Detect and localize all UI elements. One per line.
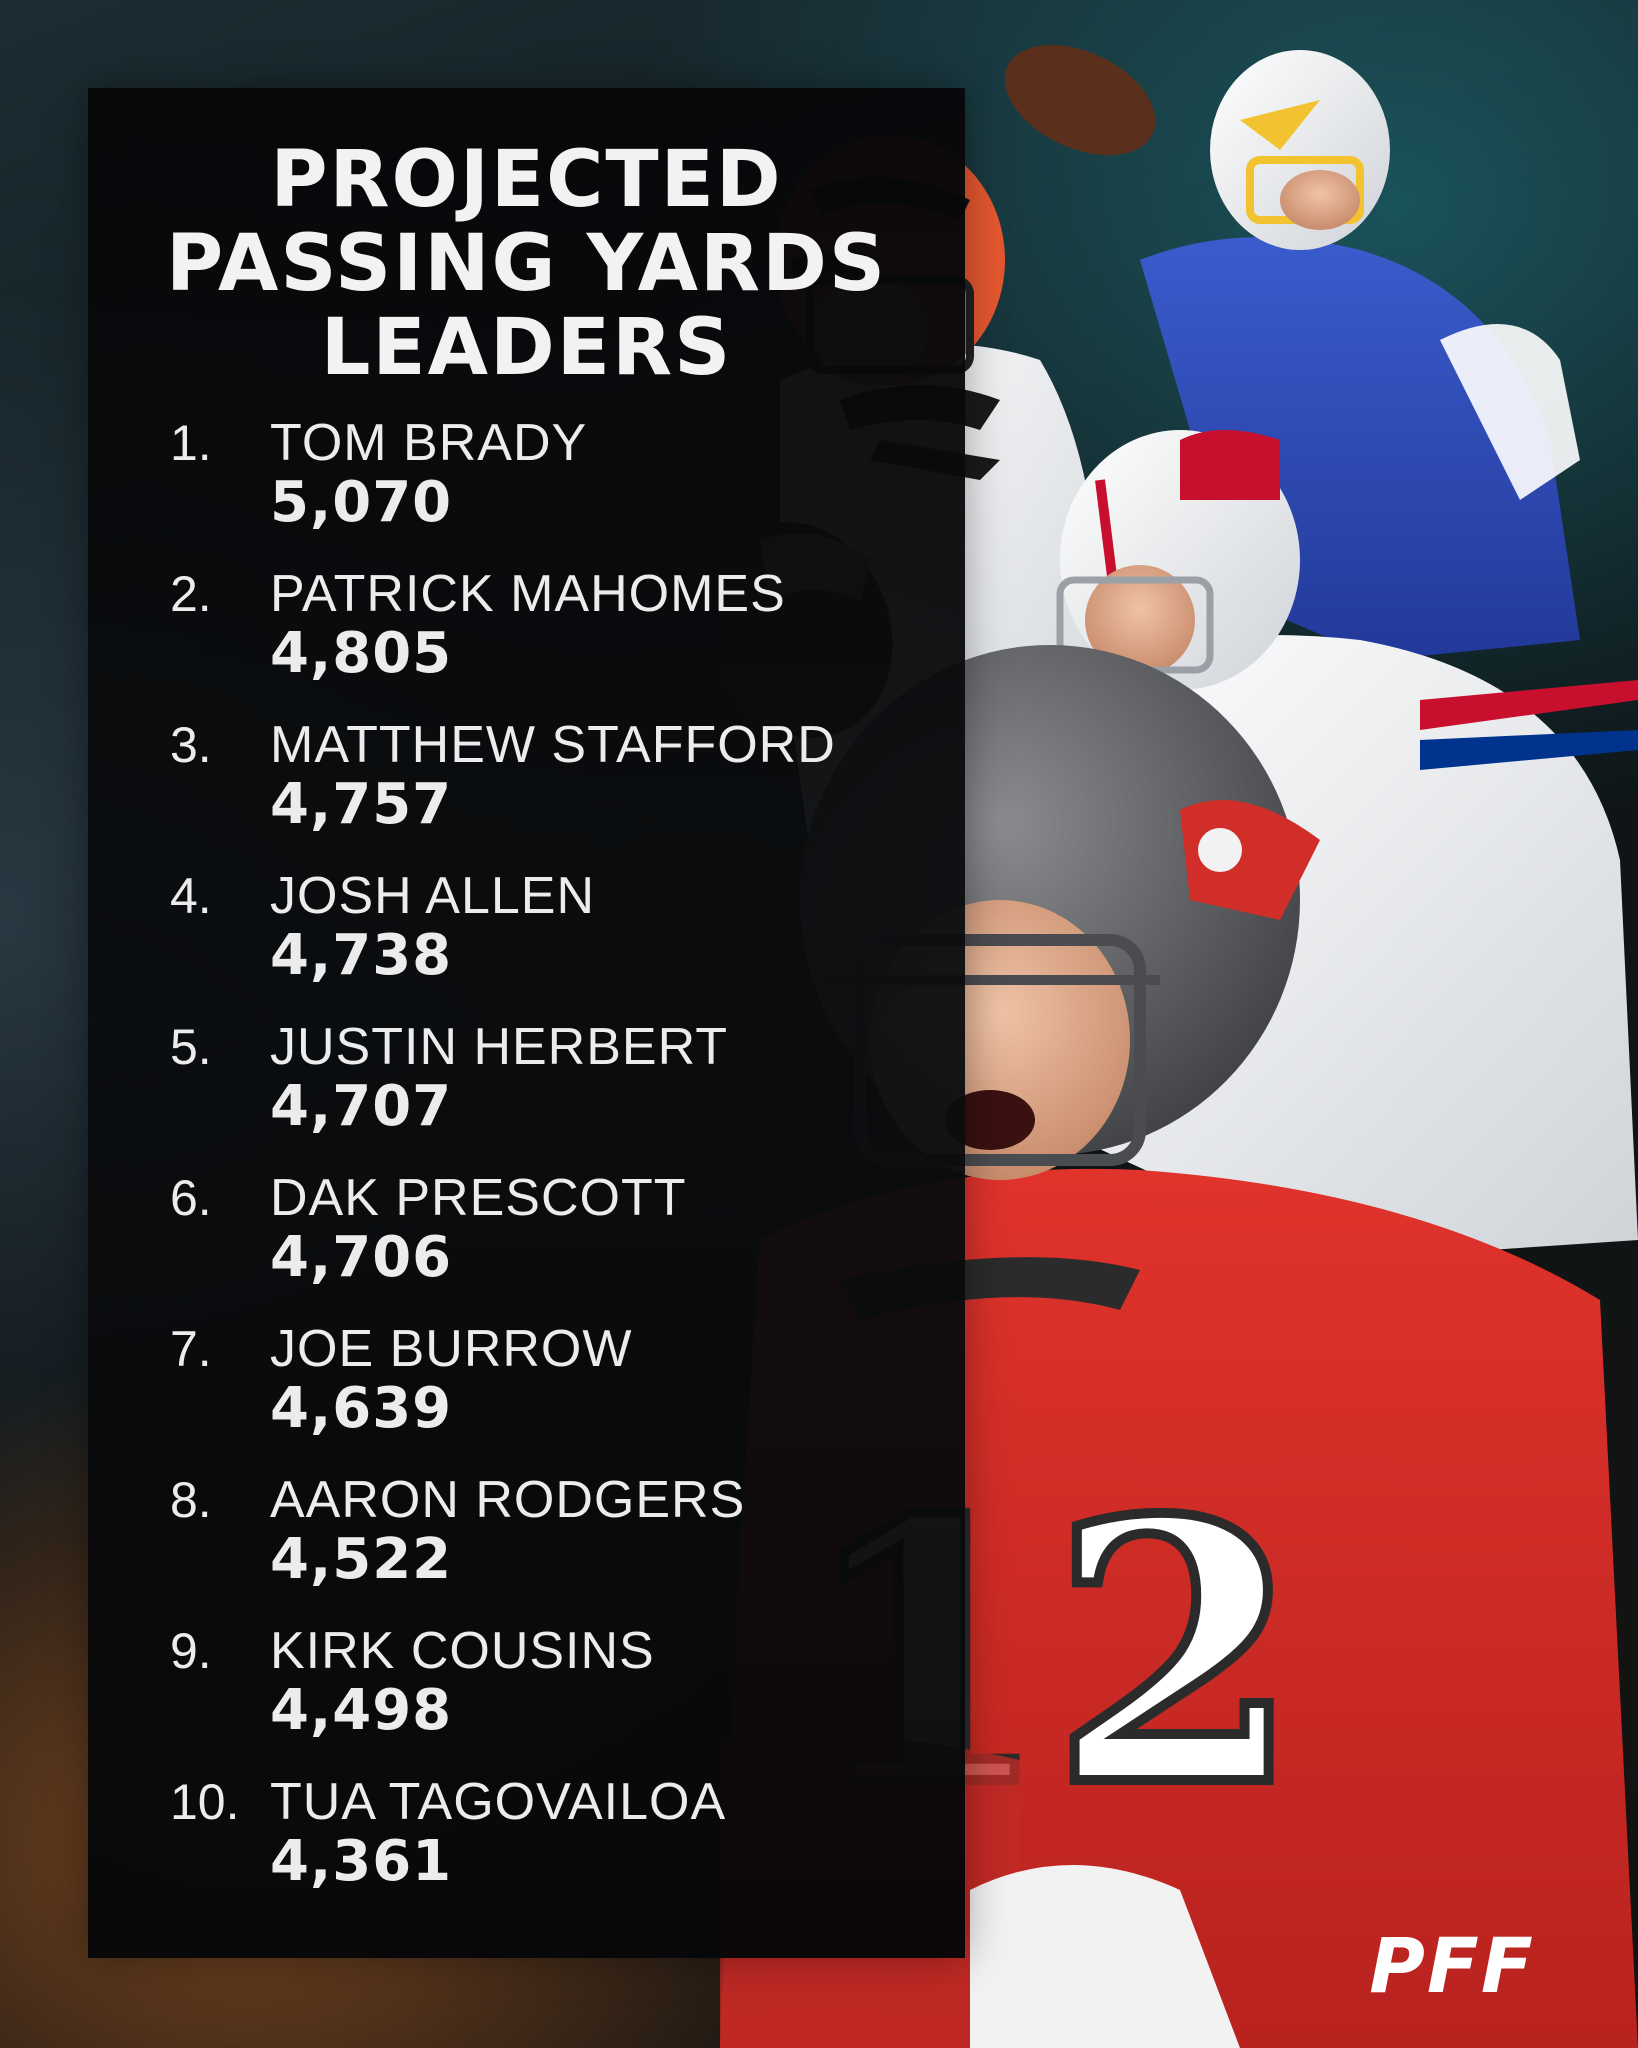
football-icon (1004, 44, 1156, 156)
projected-yards: 4,498 (270, 1678, 453, 1743)
title-line-1: PROJECTED (270, 135, 783, 225)
player-name: MATTHEW STAFFORD (270, 716, 836, 774)
player-name: JOE BURROW (270, 1320, 633, 1378)
title-line-2: PASSING YARDS (165, 219, 888, 309)
leaders-panel: PROJECTED PASSING YARDS LEADERS 1. TOM B… (88, 88, 965, 1958)
list-item: 9. KIRK COUSINS 4,498 (170, 1621, 950, 1772)
list-item: 6. DAK PRESCOTT 4,706 (170, 1168, 950, 1319)
rank: 2. (170, 566, 212, 622)
title-line-3: LEADERS (320, 303, 733, 393)
projected-yards: 4,757 (270, 772, 453, 837)
player-name: TOM BRADY (270, 414, 588, 472)
pff-logo-mark: PFF (1369, 1930, 1535, 2000)
list-item: 7. JOE BURROW 4,639 (170, 1319, 950, 1470)
rank: 6. (170, 1170, 212, 1226)
list-item: 1. TOM BRADY 5,070 (170, 413, 950, 564)
player-name: KIRK COUSINS (270, 1622, 655, 1680)
projected-yards: 4,639 (270, 1376, 453, 1441)
list-item: 8. AARON RODGERS 4,522 (170, 1470, 950, 1621)
pff-logo-icon: PFF (1318, 1930, 1586, 2000)
pff-logo-text: PFF (1369, 1930, 1535, 2000)
rank: 1. (170, 415, 212, 471)
page-title: PROJECTED PASSING YARDS LEADERS (88, 138, 965, 390)
rank: 3. (170, 717, 212, 773)
player-name: JUSTIN HERBERT (270, 1018, 728, 1076)
list-item: 2. PATRICK MAHOMES 4,805 (170, 564, 950, 715)
list-item: 3. MATTHEW STAFFORD 4,757 (170, 715, 950, 866)
rank: 5. (170, 1019, 212, 1075)
projected-yards: 4,707 (270, 1074, 453, 1139)
rank: 4. (170, 868, 212, 924)
projected-yards: 5,070 (270, 470, 453, 535)
projected-yards: 4,706 (270, 1225, 453, 1290)
player-name: JOSH ALLEN (270, 867, 596, 925)
rank: 9. (170, 1623, 212, 1679)
list-item: 10. TUA TAGOVAILOA 4,361 (170, 1772, 950, 1923)
player-name: PATRICK MAHOMES (270, 565, 786, 623)
leaders-list: 1. TOM BRADY 5,070 2. PATRICK MAHOMES 4,… (170, 413, 950, 1923)
projected-yards: 4,738 (270, 923, 453, 988)
rank: 10. (170, 1774, 240, 1830)
rank: 7. (170, 1321, 212, 1377)
player-name: TUA TAGOVAILOA (270, 1773, 727, 1831)
list-item: 5. JUSTIN HERBERT 4,707 (170, 1017, 950, 1168)
player-name: AARON RODGERS (270, 1471, 746, 1529)
projected-yards: 4,361 (270, 1829, 453, 1894)
player-name: DAK PRESCOTT (270, 1169, 687, 1227)
projected-yards: 4,805 (270, 621, 453, 686)
rank: 8. (170, 1472, 212, 1528)
list-item: 4. JOSH ALLEN 4,738 (170, 866, 950, 1017)
projected-yards: 4,522 (270, 1527, 453, 1592)
